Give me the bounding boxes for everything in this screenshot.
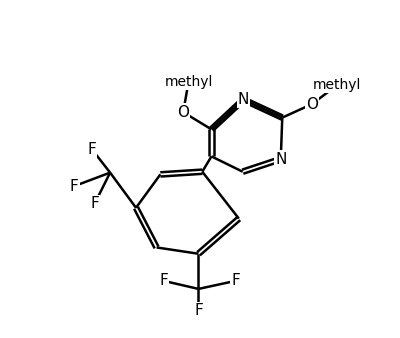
Text: N: N [275, 151, 286, 167]
Text: F: F [70, 178, 79, 194]
Text: F: F [90, 196, 99, 211]
Text: N: N [238, 92, 249, 107]
Text: F: F [194, 303, 203, 318]
Text: F: F [88, 142, 96, 157]
Text: methyl: methyl [313, 78, 361, 92]
Text: O: O [177, 105, 189, 120]
Text: methyl: methyl [164, 75, 213, 89]
Text: O: O [306, 97, 318, 112]
Text: F: F [232, 273, 240, 288]
Text: F: F [159, 273, 168, 288]
